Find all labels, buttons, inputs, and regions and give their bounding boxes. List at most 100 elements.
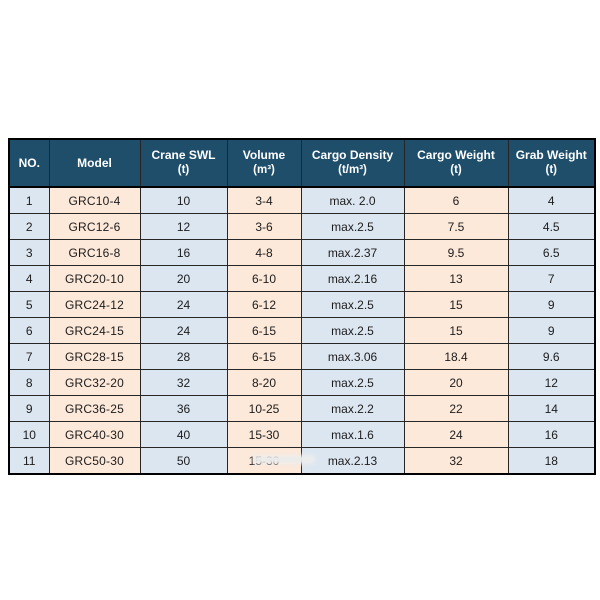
- column-header-cargo-weight: Cargo Weight (t): [403, 138, 509, 188]
- cell-no: 8: [8, 369, 50, 396]
- cell-crane-swl: 10: [139, 186, 228, 214]
- cell-volume: 6-15: [226, 317, 302, 344]
- cell-no: 2: [8, 213, 50, 240]
- cell-volume: 6-15: [226, 343, 302, 370]
- cell-crane-swl: 50: [139, 447, 228, 475]
- cell-grab-weight: 7: [507, 265, 596, 292]
- cell-no: 11: [8, 447, 50, 475]
- cell-cargo-density: max.2.13: [300, 447, 405, 475]
- cell-model: GRC16-8: [48, 239, 141, 266]
- cell-grab-weight: 16: [507, 421, 596, 448]
- cell-cargo-weight: 32: [403, 447, 509, 475]
- cell-volume: 6-10: [226, 265, 302, 292]
- table-row: 1 GRC10-4 10 3-4 max. 2.0 6 4: [8, 186, 596, 214]
- column-header-grab-weight: Grab Weight (t): [507, 138, 596, 188]
- cell-no: 10: [8, 421, 50, 448]
- cell-no: 3: [8, 239, 50, 266]
- cell-model: GRC24-12: [48, 291, 141, 318]
- cell-cargo-weight: 13: [403, 265, 509, 292]
- cell-volume: 10-25: [226, 395, 302, 422]
- column-header-label: Cargo Weight: [417, 148, 495, 163]
- column-header-cargo-density: Cargo Density (t/m³): [300, 138, 405, 188]
- cell-volume: 6-12: [226, 291, 302, 318]
- table-row: 6 GRC24-15 24 6-15 max.2.5 15 9: [8, 317, 596, 344]
- column-header-label: Volume: [242, 148, 286, 163]
- cell-grab-weight: 4.5: [507, 213, 596, 240]
- cell-model: GRC20-10: [48, 265, 141, 292]
- cell-crane-swl: 12: [139, 213, 228, 240]
- cell-crane-swl: 28: [139, 343, 228, 370]
- table-row: 4 GRC20-10 20 6-10 max.2.16 13 7: [8, 265, 596, 292]
- column-header-label: Crane SWL: [151, 148, 216, 163]
- table-header: NO. Model Crane SWL (t) Volume (m³) Cargo Dens…: [8, 138, 596, 188]
- cell-cargo-weight: 20: [403, 369, 509, 396]
- column-header-label: Cargo Density: [311, 148, 394, 163]
- cell-cargo-density: max.2.37: [300, 239, 405, 266]
- cell-cargo-weight: 18.4: [403, 343, 509, 370]
- column-header-no: NO.: [8, 138, 50, 188]
- column-header-unit: (t/m³): [338, 164, 367, 177]
- table-body: 1 GRC10-4 10 3-4 max. 2.0 6 4 2 GRC12-6 12 3-6 max.…: [8, 186, 596, 475]
- cell-cargo-weight: 15: [403, 291, 509, 318]
- cell-cargo-density: max.2.2: [300, 395, 405, 422]
- cell-grab-weight: 4: [507, 186, 596, 214]
- column-header-label: Grab Weight: [515, 148, 587, 163]
- cell-grab-weight: 14: [507, 395, 596, 422]
- cell-crane-swl: 16: [139, 239, 228, 266]
- cell-cargo-density: max.2.5: [300, 369, 405, 396]
- cell-no: 7: [8, 343, 50, 370]
- crane-spec-table: NO. Model Crane SWL (t) Volume (m³) Cargo Dens…: [8, 138, 596, 475]
- cell-cargo-density: max. 2.0: [300, 186, 405, 214]
- column-header-label: NO.: [18, 156, 40, 170]
- cell-cargo-weight: 24: [403, 421, 509, 448]
- cell-crane-swl: 24: [139, 291, 228, 318]
- cell-volume: 3-6: [226, 213, 302, 240]
- cell-grab-weight: 9.6: [507, 343, 596, 370]
- cell-model: GRC24-15: [48, 317, 141, 344]
- cell-cargo-weight: 7.5: [403, 213, 509, 240]
- cell-cargo-weight: 6: [403, 186, 509, 214]
- cell-crane-swl: 24: [139, 317, 228, 344]
- faint-watermark-smudge: [253, 455, 315, 464]
- cell-volume: 4-8: [226, 239, 302, 266]
- cell-grab-weight: 9: [507, 317, 596, 344]
- cell-cargo-weight: 9.5: [403, 239, 509, 266]
- cell-no: 9: [8, 395, 50, 422]
- cell-no: 6: [8, 317, 50, 344]
- cell-cargo-density: max.3.06: [300, 343, 405, 370]
- column-header-crane-swl: Crane SWL (t): [139, 138, 228, 188]
- cell-volume: 15-30: [226, 421, 302, 448]
- cell-volume: 8-20: [226, 369, 302, 396]
- column-header-unit: (m³): [253, 164, 275, 177]
- column-header-unit: (t): [545, 164, 558, 177]
- cell-crane-swl: 36: [139, 395, 228, 422]
- cell-grab-weight: 9: [507, 291, 596, 318]
- table-row: 5 GRC24-12 24 6-12 max.2.5 15 9: [8, 291, 596, 318]
- table-row: 8 GRC32-20 32 8-20 max.2.5 20 12: [8, 369, 596, 396]
- cell-volume: 3-4: [226, 186, 302, 214]
- cell-grab-weight: 18: [507, 447, 596, 475]
- cell-crane-swl: 32: [139, 369, 228, 396]
- cell-no: 5: [8, 291, 50, 318]
- cell-grab-weight: 6.5: [507, 239, 596, 266]
- cell-cargo-density: max.2.5: [300, 213, 405, 240]
- cell-no: 4: [8, 265, 50, 292]
- column-header-unit: (t): [177, 164, 190, 177]
- cell-model: GRC28-15: [48, 343, 141, 370]
- cell-model: GRC40-30: [48, 421, 141, 448]
- cell-cargo-density: max.2.5: [300, 291, 405, 318]
- table-row: 9 GRC36-25 36 10-25 max.2.2 22 14: [8, 395, 596, 422]
- cell-grab-weight: 12: [507, 369, 596, 396]
- cell-model: GRC10-4: [48, 186, 141, 214]
- column-header-volume: Volume (m³): [226, 138, 302, 188]
- cell-model: GRC50-30: [48, 447, 141, 475]
- cell-crane-swl: 40: [139, 421, 228, 448]
- cell-cargo-density: max.1.6: [300, 421, 405, 448]
- column-header-unit: (t): [450, 164, 462, 177]
- table-row: 7 GRC28-15 28 6-15 max.3.06 18.4 9.6: [8, 343, 596, 370]
- cell-model: GRC32-20: [48, 369, 141, 396]
- column-header-label: Model: [77, 156, 112, 170]
- column-header-model: Model: [48, 138, 141, 188]
- cell-cargo-weight: 15: [403, 317, 509, 344]
- table-row: 10 GRC40-30 40 15-30 max.1.6 24 16: [8, 421, 596, 448]
